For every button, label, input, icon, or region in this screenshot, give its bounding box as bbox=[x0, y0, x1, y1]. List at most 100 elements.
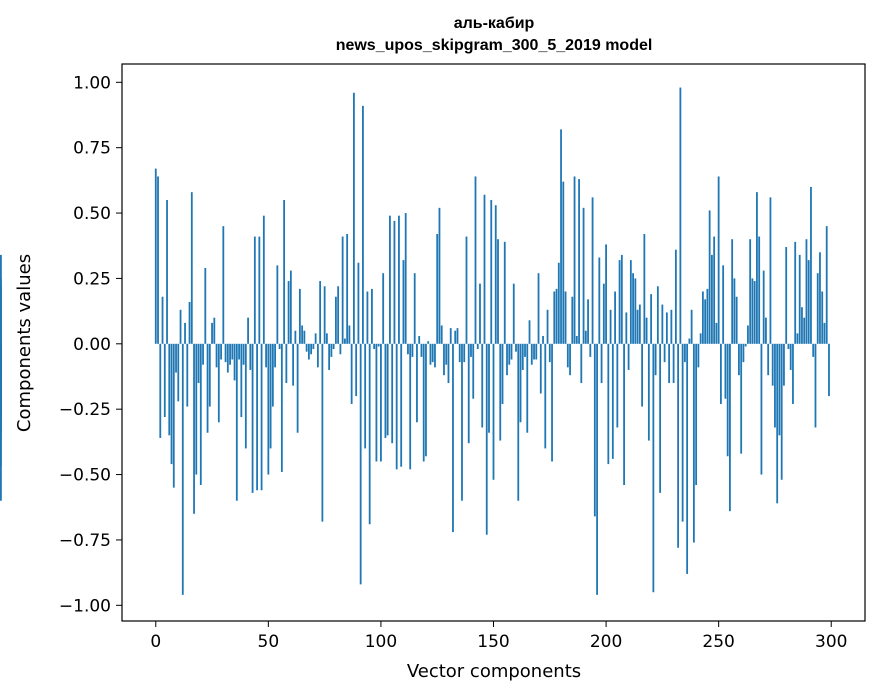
bar bbox=[316, 343, 319, 368]
bar bbox=[202, 343, 204, 365]
bar bbox=[526, 343, 529, 433]
bar bbox=[298, 288, 301, 344]
bar bbox=[738, 343, 740, 376]
bar bbox=[393, 220, 396, 344]
bar bbox=[490, 199, 493, 344]
bar bbox=[796, 333, 799, 344]
bar bbox=[458, 343, 461, 363]
bar bbox=[470, 343, 472, 357]
bar bbox=[452, 343, 454, 533]
bar bbox=[310, 343, 313, 355]
bar bbox=[681, 343, 684, 522]
bar bbox=[819, 252, 821, 344]
bar bbox=[533, 343, 535, 360]
bar bbox=[398, 215, 400, 344]
bar bbox=[524, 343, 526, 357]
bar bbox=[199, 343, 202, 486]
bar bbox=[380, 343, 382, 462]
bar bbox=[735, 296, 738, 344]
bar bbox=[566, 343, 569, 368]
bar bbox=[747, 325, 749, 344]
bar bbox=[395, 343, 398, 470]
bar bbox=[643, 233, 646, 344]
bar bbox=[744, 343, 747, 347]
bar bbox=[332, 343, 335, 350]
bar bbox=[828, 343, 830, 397]
bar bbox=[780, 343, 783, 480]
y-tick-label: −0.25 bbox=[59, 400, 111, 420]
bar bbox=[711, 254, 713, 344]
bar bbox=[659, 343, 662, 493]
bar bbox=[382, 273, 385, 344]
x-tick-label: 150 bbox=[477, 632, 509, 652]
bar bbox=[186, 343, 189, 407]
bar bbox=[409, 343, 412, 470]
bar bbox=[742, 343, 745, 363]
bar bbox=[312, 343, 315, 350]
bar bbox=[350, 343, 353, 404]
bar bbox=[792, 343, 794, 404]
bar bbox=[596, 343, 598, 595]
bar bbox=[731, 239, 734, 344]
bar bbox=[328, 343, 331, 370]
bar bbox=[609, 309, 612, 344]
bar bbox=[211, 322, 213, 344]
bar bbox=[641, 343, 643, 407]
x-tick-label: 250 bbox=[702, 632, 734, 652]
bar bbox=[823, 322, 826, 344]
bar bbox=[499, 343, 502, 441]
bar bbox=[629, 260, 632, 344]
bar bbox=[238, 343, 240, 360]
bar bbox=[584, 330, 587, 344]
bar bbox=[447, 343, 450, 384]
bar bbox=[258, 236, 261, 344]
x-tick-label: 200 bbox=[590, 632, 622, 652]
bar bbox=[697, 343, 700, 368]
bar bbox=[535, 343, 538, 360]
bar bbox=[807, 260, 810, 344]
bar bbox=[276, 265, 279, 344]
bar bbox=[154, 168, 157, 344]
bar bbox=[337, 286, 340, 344]
bar bbox=[593, 343, 596, 517]
bar bbox=[729, 343, 731, 512]
bar bbox=[785, 247, 788, 344]
bar bbox=[812, 343, 815, 357]
bar bbox=[517, 343, 520, 501]
bar bbox=[420, 343, 423, 357]
bar bbox=[416, 343, 418, 423]
bar bbox=[530, 343, 533, 365]
bar bbox=[488, 343, 490, 433]
y-tick-label: 0.25 bbox=[73, 269, 111, 289]
bar bbox=[638, 304, 641, 344]
bar bbox=[771, 343, 774, 386]
bar bbox=[339, 343, 342, 355]
bar bbox=[400, 343, 403, 467]
bar bbox=[636, 309, 639, 344]
bar bbox=[708, 210, 711, 344]
bar bbox=[607, 343, 610, 465]
bar bbox=[375, 343, 378, 462]
bar bbox=[686, 343, 689, 574]
bar bbox=[571, 296, 574, 344]
x-axis-ticks: 0 50 100 150 200 250 300 bbox=[150, 621, 847, 652]
bar bbox=[0, 343, 2, 376]
bar bbox=[244, 343, 247, 449]
bar bbox=[510, 343, 513, 360]
bar bbox=[418, 335, 421, 344]
bar bbox=[801, 307, 803, 344]
bar bbox=[301, 325, 304, 344]
bar bbox=[157, 176, 159, 344]
bar bbox=[560, 129, 562, 344]
bar bbox=[179, 309, 182, 344]
bar bbox=[562, 181, 565, 344]
bar bbox=[175, 343, 177, 373]
bar bbox=[357, 262, 360, 344]
y-tick-label: 0.75 bbox=[73, 139, 111, 159]
bar bbox=[177, 343, 180, 402]
bar bbox=[341, 236, 344, 344]
bar bbox=[776, 343, 779, 504]
bar bbox=[305, 343, 308, 352]
bar bbox=[463, 343, 466, 363]
